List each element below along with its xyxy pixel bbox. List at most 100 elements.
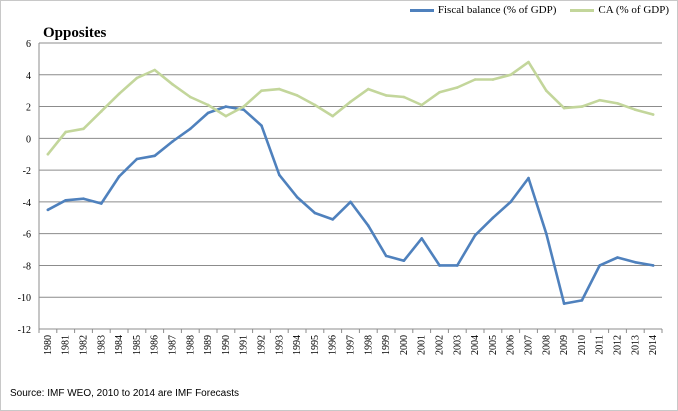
data-point-0-1983: [100, 202, 103, 205]
data-point-0-1987: [171, 140, 174, 143]
x-tick-label: 1994: [292, 335, 303, 355]
source-note: Source: IMF WEO, 2010 to 2014 are IMF Fo…: [10, 388, 239, 399]
data-point-0-1989: [206, 111, 210, 115]
data-point-1-1987: [171, 83, 174, 86]
x-tick-label: 1992: [257, 335, 268, 355]
data-point-1-1994: [295, 94, 299, 97]
data-point-0-2012: [616, 256, 619, 259]
data-point-0-1991: [242, 108, 245, 112]
data-point-0-1995: [313, 211, 317, 215]
x-tick-label: 2010: [577, 335, 588, 355]
data-point-1-1989: [206, 103, 210, 107]
x-tick-label: 2009: [559, 335, 570, 355]
x-tick-label: 1998: [363, 335, 374, 355]
data-point-1-1998: [367, 87, 370, 91]
x-tick-label: 1982: [79, 335, 90, 355]
x-tick-label: 2005: [488, 335, 499, 355]
data-point-0-1993: [278, 173, 281, 177]
series-line-0: [46, 105, 655, 305]
data-point-0-1982: [82, 197, 85, 201]
data-point-1-2010: [580, 105, 584, 108]
data-point-1-2011: [598, 98, 601, 102]
legend-label-current-account: CA (% of GDP): [598, 4, 669, 16]
data-point-1-1982: [82, 127, 85, 131]
x-tick-label: 1996: [328, 335, 339, 355]
data-point-0-1985: [135, 157, 139, 161]
data-point-1-2014: [651, 113, 655, 116]
data-point-0-2010: [580, 299, 584, 302]
data-point-1-2008: [545, 89, 548, 92]
x-tick-label: 1995: [310, 335, 321, 355]
x-tick-label: 2007: [524, 335, 535, 355]
x-tick-label: 1983: [96, 335, 107, 355]
data-point-0-1981: [64, 199, 67, 202]
data-point-1-2013: [634, 108, 637, 112]
legend-label-fiscal-balance: Fiscal balance (% of GDP): [437, 4, 557, 16]
legend-swatch-fiscal-balance: [409, 8, 434, 12]
x-tick-label: 1984: [114, 335, 125, 355]
data-point-0-2002: [438, 264, 441, 267]
y-tick-label: -10: [18, 293, 31, 304]
data-point-0-2003: [456, 264, 459, 267]
y-tick-label: -12: [18, 325, 31, 336]
data-point-0-1994: [295, 195, 299, 199]
x-tick-label: 2008: [541, 335, 552, 355]
data-point-1-1981: [64, 130, 67, 134]
data-point-1-2007: [527, 60, 530, 64]
legend-item-fiscal-balance: Fiscal balance (% of GDP): [409, 4, 557, 16]
y-tick-label: 2: [26, 103, 31, 114]
data-point-0-2014: [651, 264, 655, 267]
x-tick-label: 1981: [61, 335, 72, 355]
data-point-1-2002: [438, 90, 441, 94]
data-point-1-2012: [616, 102, 619, 105]
data-point-1-1997: [349, 100, 352, 104]
legend-item-current-account: CA (% of GDP): [570, 4, 669, 16]
y-tick-label: -8: [23, 261, 31, 272]
x-tick-label: 2014: [648, 335, 659, 355]
x-tick-label: 1997: [346, 335, 357, 355]
data-point-0-2004: [473, 233, 477, 237]
data-point-1-1988: [189, 95, 192, 99]
data-point-0-2000: [402, 259, 406, 262]
data-point-0-1980: [46, 208, 50, 212]
series-line-1: [46, 60, 655, 156]
x-tick-label: 1986: [150, 335, 161, 355]
data-point-0-1986: [153, 154, 156, 158]
data-point-0-2013: [634, 260, 637, 264]
x-tick-label: 1980: [43, 335, 54, 355]
data-point-1-1980: [46, 152, 50, 156]
data-point-0-1999: [384, 254, 388, 258]
data-point-1-2000: [402, 95, 406, 99]
x-tick-label: 2000: [399, 335, 410, 355]
x-tick-label: 2004: [470, 335, 481, 355]
x-tick-label: 1989: [203, 335, 214, 355]
data-point-1-1995: [313, 103, 317, 107]
x-tick-label: 1988: [185, 335, 196, 355]
x-tick-label: 1991: [239, 335, 250, 355]
data-point-1-2009: [562, 106, 566, 110]
x-tick-label: 1990: [221, 335, 232, 355]
data-point-1-1996: [331, 114, 335, 118]
data-point-1-1993: [278, 87, 281, 91]
data-point-1-1983: [100, 110, 103, 113]
data-point-0-2007: [527, 176, 530, 180]
data-point-1-1986: [153, 68, 156, 72]
y-tick-label: 0: [26, 134, 31, 145]
data-point-0-1996: [331, 218, 335, 221]
data-point-1-2003: [456, 86, 459, 89]
data-point-1-1999: [384, 94, 388, 97]
data-point-0-1997: [349, 200, 352, 204]
legend-swatch-current-account: [570, 8, 595, 12]
x-tick-label: 2011: [595, 335, 606, 355]
x-tick-label: 2002: [435, 335, 446, 355]
y-tick-label: -4: [23, 198, 31, 209]
data-point-0-2005: [491, 216, 495, 220]
data-point-1-1990: [224, 114, 228, 118]
data-point-0-1984: [117, 175, 121, 178]
data-point-0-2006: [509, 200, 512, 204]
data-point-1-2006: [509, 73, 512, 77]
legend: Fiscal balance (% of GDP) CA (% of GDP): [409, 4, 669, 16]
data-point-0-2009: [562, 302, 566, 305]
